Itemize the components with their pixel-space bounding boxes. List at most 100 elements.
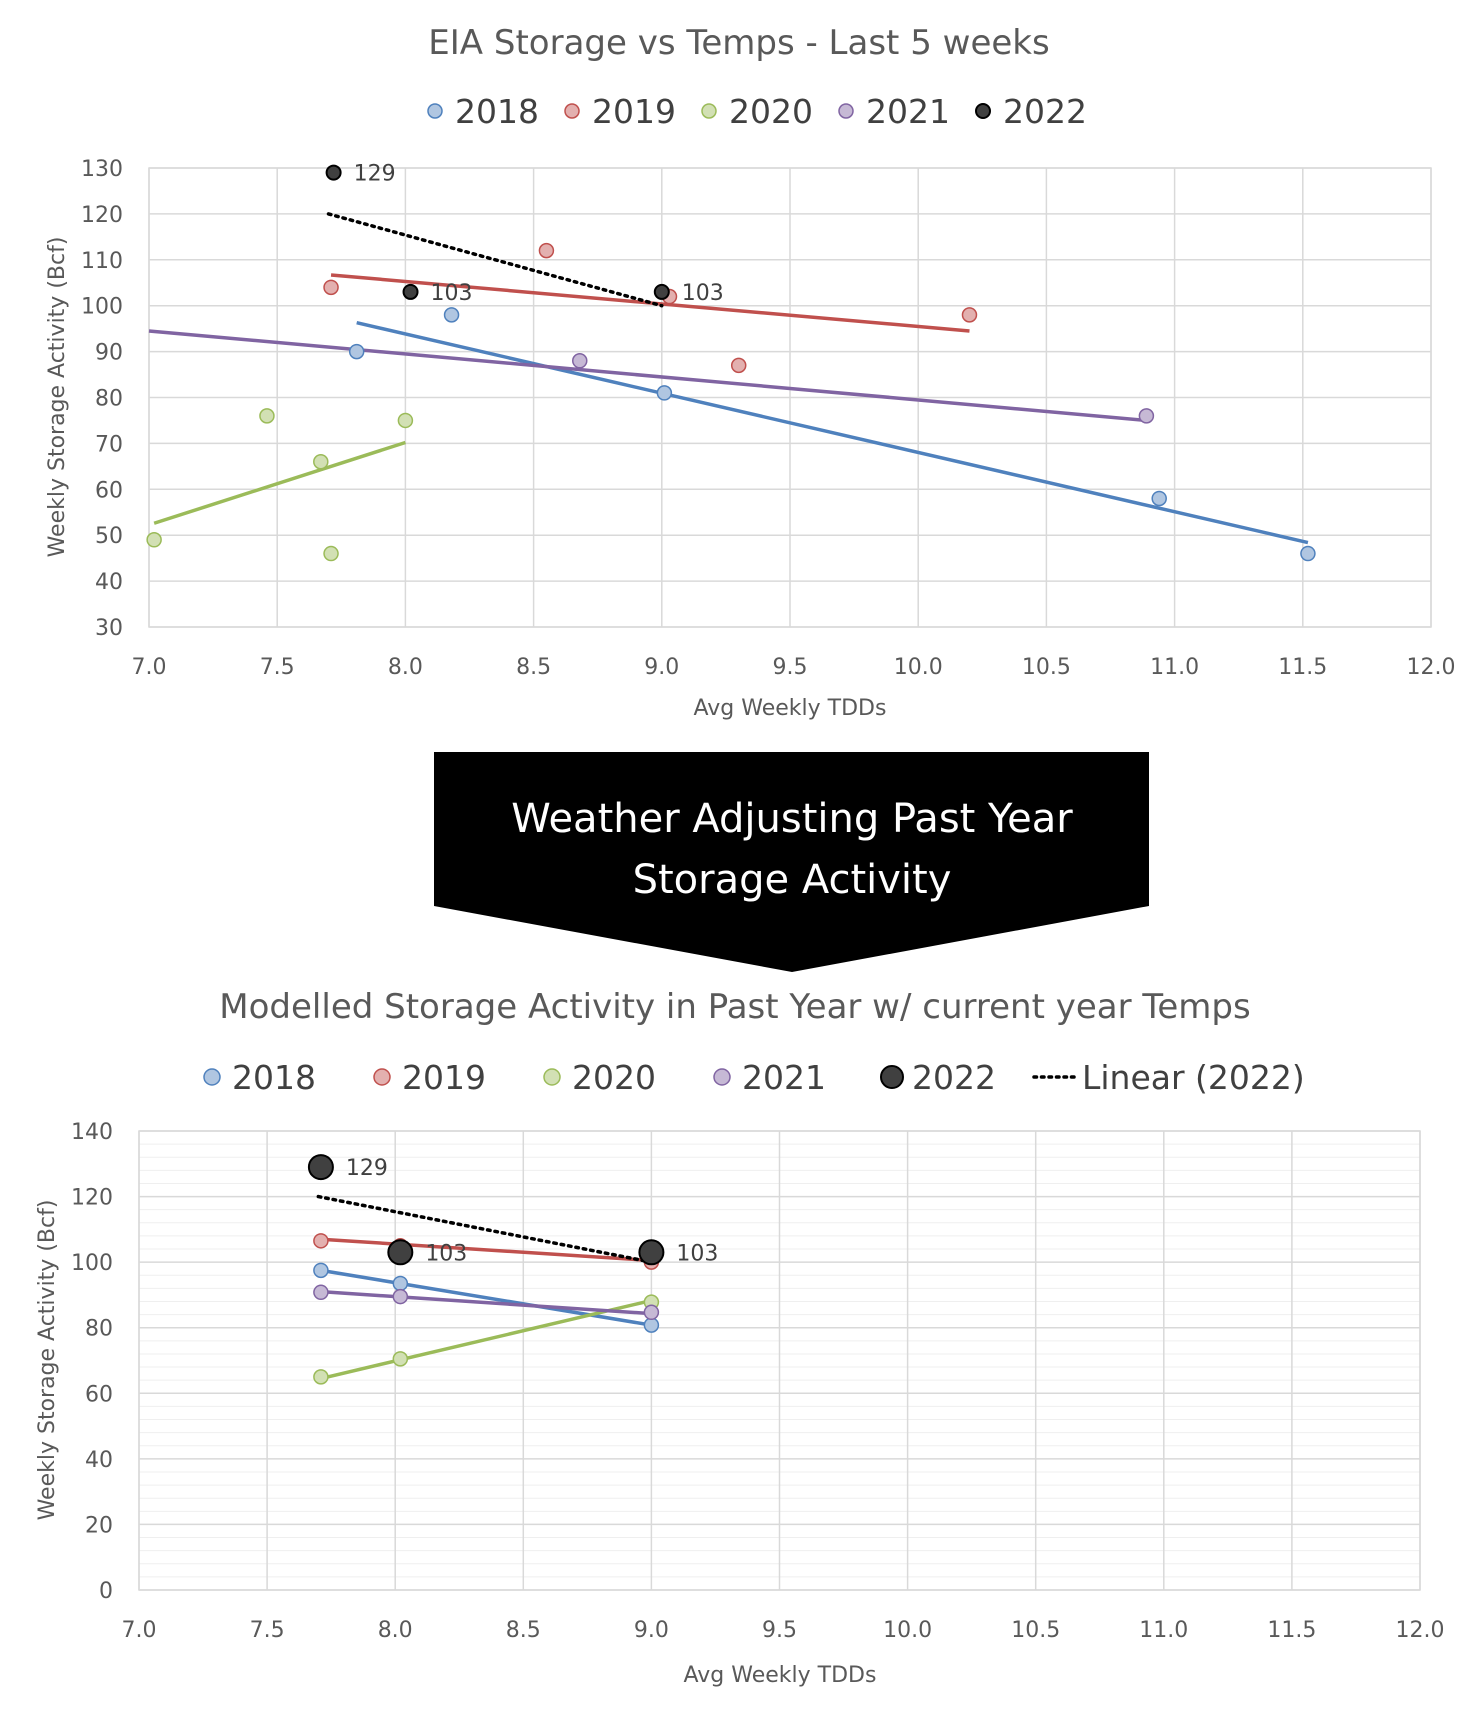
- chart2-data-labels: 129 103 103: [346, 1156, 718, 1266]
- legend-marker-2022: [880, 1065, 904, 1089]
- y-tick-label: 50: [95, 524, 123, 549]
- legend-label-2022: 2022: [912, 1058, 996, 1097]
- legend-label-2018: 2018: [455, 92, 539, 131]
- chart2-plot-border: [138, 1130, 1421, 1591]
- chart2-y-ticks: 0 20 40 60 80 100 120 140: [71, 1120, 113, 1604]
- point-2020: [146, 532, 162, 548]
- x-tick-label: 8.5: [506, 1618, 541, 1643]
- banner-line-2: Storage Activity: [633, 857, 952, 903]
- chart2-title: Modelled Storage Activity in Past Year w…: [219, 987, 1250, 1027]
- legend-label-2021: 2021: [866, 92, 950, 131]
- x-tick-label: 10.0: [894, 655, 943, 680]
- x-tick-label: 7.5: [260, 655, 295, 680]
- chart1-x-ticks: 7.0 7.5 8.0 8.5 9.0 9.5 10.0 10.5 11.0 11.5 12.0: [132, 655, 1456, 680]
- legend-marker-2019: [373, 1068, 391, 1086]
- y-tick-label: 70: [95, 432, 123, 457]
- point-2018: [348, 343, 365, 360]
- trendline-linear-2022: [316, 1194, 654, 1264]
- legend-marker-2018: [203, 1068, 221, 1086]
- y-tick-label: 100: [71, 1251, 113, 1276]
- x-tick-label: 7.0: [122, 1618, 157, 1643]
- trendline-2021: [320, 1289, 652, 1316]
- y-tick-label: 140: [71, 1120, 113, 1145]
- legend-marker-2018: [427, 103, 443, 119]
- data-label-2022: 103: [425, 1241, 467, 1266]
- trendline-2020: [153, 440, 406, 525]
- point-2019: [961, 307, 978, 323]
- legend-label-2019: 2019: [402, 1058, 486, 1097]
- point-2020: [259, 408, 275, 424]
- point-2018: [656, 385, 673, 401]
- chart1-title: EIA Storage vs Temps - Last 5 weeks: [428, 23, 1049, 63]
- point-2020: [397, 412, 414, 429]
- chart1-plot-border: [148, 167, 1432, 628]
- point-2021: [572, 353, 588, 369]
- y-tick-label: 60: [95, 478, 123, 503]
- point-2020: [313, 454, 329, 470]
- x-tick-label: 7.5: [250, 1618, 285, 1643]
- banner-arrow: Weather Adjusting Past Year Storage Acti…: [434, 752, 1149, 972]
- point-2022: [638, 1239, 665, 1266]
- x-tick-label: 8.0: [378, 1618, 413, 1643]
- y-tick-label: 90: [95, 341, 123, 366]
- legend-marker-2020: [543, 1068, 561, 1086]
- x-tick-label: 9.0: [634, 1618, 669, 1643]
- x-tick-label: 9.0: [644, 655, 679, 680]
- y-tick-label: 30: [95, 616, 123, 641]
- point-2022: [325, 164, 342, 181]
- y-tick-label: 20: [85, 1513, 113, 1538]
- chart2-points: [307, 1154, 665, 1385]
- legend-label-2020: 2020: [572, 1058, 656, 1097]
- x-tick-label: 11.0: [1139, 1618, 1188, 1643]
- x-tick-label: 11.0: [1150, 655, 1199, 680]
- data-label-2022: 103: [682, 281, 724, 306]
- chart1-y-ticks: 30 40 50 60 70 80 90 100 110 120 130: [81, 157, 123, 641]
- y-tick-label: 100: [81, 295, 123, 320]
- chart2-x-ticks: 7.0 7.5 8.0 8.5 9.0 9.5 10.0 10.5 11.0 11.5 12.0: [122, 1618, 1445, 1643]
- chart1-x-axis-label: Avg Weekly TDDs: [694, 696, 887, 721]
- data-label-2022: 129: [354, 162, 396, 187]
- x-tick-label: 10.5: [1022, 655, 1071, 680]
- point-2022: [387, 1239, 414, 1266]
- chart2-y-axis-label: Weekly Storage Activity (Bcf): [35, 1200, 60, 1521]
- chart2-gridlines: [138, 1130, 1421, 1591]
- chart1-data-labels: 129 103 103: [354, 162, 724, 306]
- chart1-legend: 2018 2019 2020 2021 2022: [427, 92, 1087, 131]
- point-2021: [643, 1304, 660, 1321]
- chart1-y-axis-label: Weekly Storage Activity (Bcf): [45, 237, 70, 558]
- legend-marker-2019: [564, 103, 580, 119]
- point-2020: [323, 545, 339, 562]
- chart1-points: [146, 164, 1316, 562]
- legend-marker-2020: [701, 103, 717, 119]
- point-2020: [313, 1369, 329, 1385]
- x-tick-label: 8.0: [388, 655, 423, 680]
- x-tick-label: 11.5: [1278, 655, 1327, 680]
- x-tick-label: 12.0: [1396, 1618, 1445, 1643]
- legend-label-2020: 2020: [729, 92, 813, 131]
- chart2-legend: 2018 2019 2020 2021 2022 Linear (2022): [203, 1058, 1305, 1097]
- point-2021: [392, 1288, 409, 1305]
- chart2-x-axis-label: Avg Weekly TDDs: [684, 1663, 877, 1688]
- point-2019: [313, 1233, 329, 1249]
- legend-label-2019: 2019: [592, 92, 676, 131]
- legend-marker-2021: [713, 1068, 731, 1086]
- trendline-2018: [320, 1268, 652, 1327]
- y-tick-label: 120: [81, 203, 123, 228]
- chart1-gridlines: [148, 167, 1432, 628]
- trendline-2019: [320, 1237, 652, 1263]
- data-label-2022: 129: [346, 1156, 388, 1181]
- trendline-2018: [356, 320, 1309, 545]
- y-tick-label: 120: [71, 1186, 113, 1211]
- legend-label-2022: 2022: [1003, 92, 1087, 131]
- x-tick-label: 11.5: [1267, 1618, 1316, 1643]
- x-tick-label: 10.0: [883, 1618, 932, 1643]
- legend-label-2018: 2018: [232, 1058, 316, 1097]
- point-2021: [1138, 408, 1155, 424]
- chart-modelled-storage-activity: Modelled Storage Activity in Past Year w…: [35, 987, 1444, 1688]
- legend-label-linear-2022: Linear (2022): [1082, 1058, 1305, 1097]
- x-tick-label: 10.5: [1011, 1618, 1060, 1643]
- point-2022: [653, 283, 670, 300]
- y-tick-label: 110: [81, 249, 123, 274]
- y-tick-label: 60: [85, 1382, 113, 1407]
